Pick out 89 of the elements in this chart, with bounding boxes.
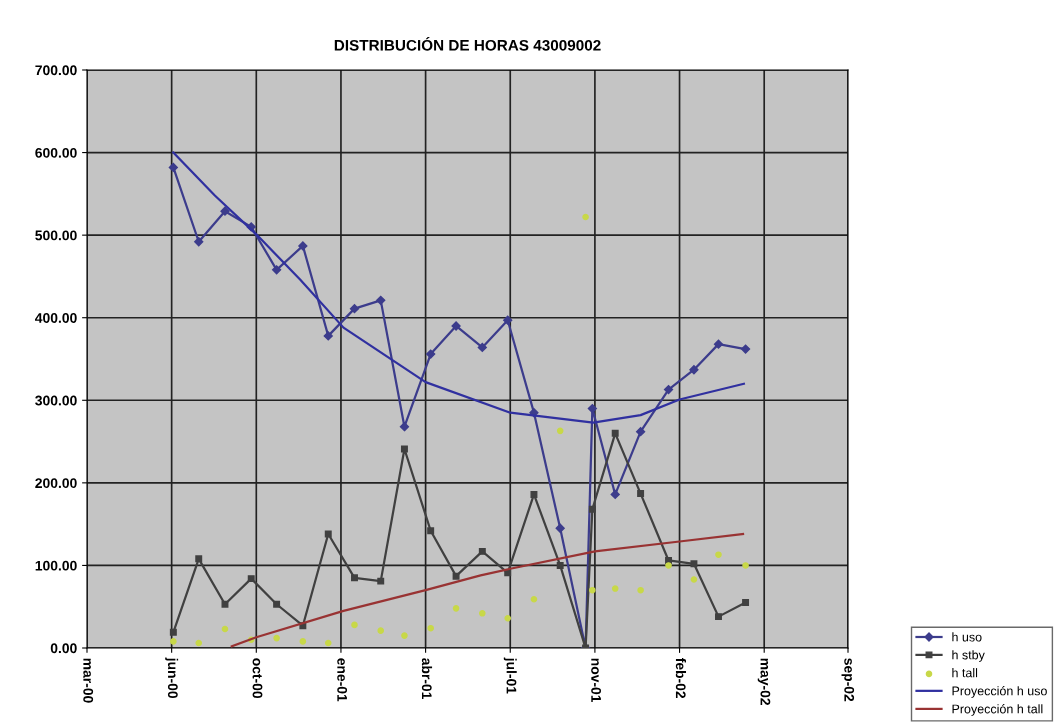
point [271,265,282,275]
point [530,490,538,498]
x-tick-label: sep-02 [841,658,855,702]
y-tick-label: 700.00 [35,65,77,76]
point [299,638,307,645]
point [298,241,308,251]
point [426,349,436,359]
point [351,621,358,629]
point [169,628,177,636]
y-tick-label: 300.00 [35,395,77,406]
point [452,605,460,612]
point [556,561,564,569]
point [742,599,750,607]
point [324,639,332,647]
point [247,575,255,583]
point [351,574,358,582]
point [503,315,513,325]
point [635,427,646,437]
point [715,551,722,558]
point [587,403,597,414]
point [195,555,203,563]
point [690,560,698,568]
point [713,339,724,349]
x-tick-label: jun-00 [165,657,179,699]
point [611,585,619,592]
point [665,562,672,569]
y-tick-label: 400.00 [35,313,77,323]
point [610,489,620,500]
point [221,625,229,633]
point [401,632,408,639]
point [663,384,674,395]
line-series [230,532,745,648]
point [399,422,410,432]
point [427,527,435,535]
y-tick-label: 200.00 [35,478,77,489]
x-tick-label: oct-00 [252,658,263,699]
point [323,331,333,341]
x-tick-label: mar-00 [83,658,94,703]
point [220,206,230,216]
point [555,523,565,533]
legend-label: h stby [952,650,985,662]
point [349,304,360,314]
point [637,586,644,594]
legend-label: Proyección h tall [952,704,1043,716]
x-tick-label: ene-01 [337,658,348,702]
legend-label: h uso [952,632,982,642]
chart-title: DISTRIBUCIÓN DE HORAS 43009002 [334,37,601,51]
point [324,530,332,538]
point [477,342,487,353]
point [530,595,538,603]
point [478,547,486,555]
point [377,627,385,634]
point [582,213,589,221]
point [690,576,698,583]
point [504,614,512,622]
point [742,562,749,569]
point [637,490,645,498]
line-series [172,151,745,424]
x-tick-label: abr-01 [421,658,433,700]
legend-label: h tall [952,668,978,678]
x-tick-label: may-02 [757,658,771,706]
point [377,577,385,585]
x-tick-label: jul-01 [503,657,517,694]
point [195,639,203,647]
point [168,162,178,173]
point [376,295,386,305]
point [479,610,486,617]
x-tick-label: feb-02 [675,657,687,699]
x-tick-label: nov-01 [591,658,601,703]
y-tick-label: 100.00 [35,560,77,571]
point [740,344,751,354]
point [427,624,434,632]
point [611,429,619,437]
point [400,445,408,453]
point [715,613,722,621]
point [689,365,699,375]
point [221,600,229,608]
point [452,572,460,580]
y-tick-label: 500.00 [35,230,77,241]
legend-label: Proyección h uso [952,686,1047,698]
point [273,634,280,642]
point [194,237,204,247]
point [273,600,281,608]
point [556,427,564,435]
point [170,638,177,645]
point [588,505,596,513]
y-tick-label: 600.00 [35,147,77,158]
y-tick-label: 0.00 [50,643,77,654]
point [589,586,596,594]
